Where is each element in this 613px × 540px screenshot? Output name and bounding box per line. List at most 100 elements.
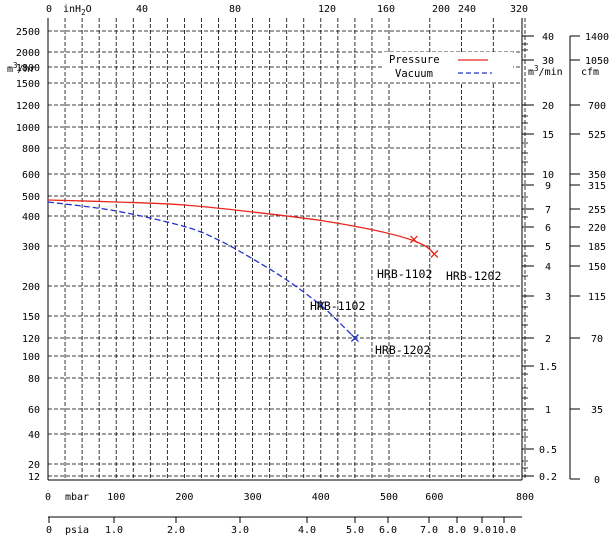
psia-axis-unit: psia bbox=[65, 525, 89, 536]
annotation-vacuum-hrb-1202: HRB-1202 bbox=[375, 343, 430, 357]
right-inner-tick-label: 5 bbox=[545, 242, 551, 253]
right-outer-tick-label: 115 bbox=[588, 292, 606, 303]
right-outer-tick-label: 150 bbox=[588, 262, 606, 273]
left-tick-label: 60 bbox=[28, 405, 40, 416]
legend-label-vacuum: Vacuum bbox=[395, 68, 433, 80]
right-outer-tick-label: 255 bbox=[588, 205, 606, 216]
right-inner-tick-label: 20 bbox=[542, 101, 554, 112]
psia-tick-label: 5.0 bbox=[346, 525, 364, 536]
left-tick-label: 80 bbox=[28, 374, 40, 385]
psia-tick-label: 4.0 bbox=[298, 525, 316, 536]
left-tick-label: 1000 bbox=[16, 123, 40, 134]
right-inner-tick-label: 0.2 bbox=[539, 472, 557, 483]
legend-label-pressure: Pressure bbox=[389, 54, 440, 66]
right-inner-tick-label: 3 bbox=[545, 292, 551, 303]
right-outer-axis-unit: cfm bbox=[581, 67, 599, 78]
annotation-pressure-hrb-1102: HRB-1102 bbox=[377, 267, 432, 281]
series-line-pressure bbox=[47, 199, 435, 255]
grid bbox=[47, 18, 526, 480]
left-axis-unit: m3/hr bbox=[7, 61, 36, 75]
psia-tick-label: 2.0 bbox=[167, 525, 185, 536]
marker-vacuum-hrb-1202 bbox=[350, 334, 359, 342]
psia-tick-label: 10.0 bbox=[492, 525, 516, 536]
left-tick-label: 500 bbox=[22, 192, 40, 203]
bottom-tick-label: 300 bbox=[244, 492, 262, 503]
bottom-tick-label: 500 bbox=[380, 492, 398, 503]
top-tick-label: 240 bbox=[458, 4, 476, 15]
right-outer-tick-label: 0 bbox=[594, 475, 600, 486]
top-tick-label: 160 bbox=[377, 4, 395, 15]
right-outer-tick-label: 525 bbox=[588, 130, 606, 141]
psia-tick-label: 3.0 bbox=[231, 525, 249, 536]
left-tick-label: 300 bbox=[22, 242, 40, 253]
psia-tick-label: 1.0 bbox=[105, 525, 123, 536]
right-inner-tick-label: 4 bbox=[545, 262, 551, 273]
left-tick-label: 12 bbox=[28, 472, 40, 483]
right-outer-tick-label: 315 bbox=[588, 181, 606, 192]
top-tick-label: 200 bbox=[432, 4, 450, 15]
marker-pressure-hrb-1102 bbox=[409, 235, 418, 244]
left-tick-label: 1200 bbox=[16, 101, 40, 112]
right-inner-axis-unit: m3/min bbox=[528, 64, 563, 78]
top-axis-unit: inH2O bbox=[63, 4, 92, 17]
right-outer-tick-label: 185 bbox=[588, 242, 606, 253]
annotation-vacuum-hrb-1102: HRB-1102 bbox=[310, 299, 365, 313]
bottom-tick-label: 100 bbox=[107, 492, 125, 503]
right-outer-tick-label: 350 bbox=[588, 170, 606, 181]
right-inner-tick-label: 30 bbox=[542, 56, 554, 67]
right-inner-tick-label: 1 bbox=[545, 405, 551, 416]
right-inner-tick-label: 6 bbox=[545, 223, 551, 234]
bottom-tick-label: 200 bbox=[175, 492, 193, 503]
right-inner-tick-label: 7 bbox=[545, 205, 551, 216]
left-tick-label: 600 bbox=[22, 170, 40, 181]
right-inner-tick-label: 40 bbox=[542, 32, 554, 43]
top-tick-label: 0 bbox=[46, 4, 52, 15]
left-tick-label: 2500 bbox=[16, 27, 40, 38]
psia-tick-label: 6.0 bbox=[379, 525, 397, 536]
legend: Pressure Vacuum bbox=[383, 52, 513, 82]
left-tick-label: 800 bbox=[22, 144, 40, 155]
left-tick-label: 1500 bbox=[16, 79, 40, 90]
psia-tick-label: 8.0 bbox=[448, 525, 466, 536]
marker-pressure-hrb-1202 bbox=[430, 250, 439, 258]
left-tick-label: 120 bbox=[22, 334, 40, 345]
psia-tick-label: 0 bbox=[46, 525, 52, 536]
psia-tick-label: 7.0 bbox=[420, 525, 438, 536]
left-tick-label: 400 bbox=[22, 212, 40, 223]
bottom-tick-label: 0 bbox=[45, 492, 51, 503]
left-tick-label: 100 bbox=[22, 352, 40, 363]
annotation-pressure-hrb-1202: HRB-1202 bbox=[446, 269, 501, 283]
right-inner-tick-label: 2 bbox=[545, 334, 551, 345]
top-tick-label: 80 bbox=[229, 4, 241, 15]
bottom-axis-unit: mbar bbox=[65, 492, 89, 503]
psia-tick-label: 9.0 bbox=[473, 525, 491, 536]
right-outer-tick-label: 1400 bbox=[585, 32, 609, 43]
right-outer-tick-label: 35 bbox=[591, 405, 603, 416]
series-layer bbox=[47, 199, 439, 342]
left-tick-label: 40 bbox=[28, 430, 40, 441]
bottom-tick-label: 400 bbox=[312, 492, 330, 503]
top-tick-label: 120 bbox=[318, 4, 336, 15]
bottom-tick-label: 800 bbox=[516, 492, 534, 503]
left-tick-label: 1800 bbox=[16, 63, 40, 74]
legend-box bbox=[383, 52, 513, 82]
right-outer-tick-label: 70 bbox=[591, 334, 603, 345]
left-tick-label: 2000 bbox=[16, 48, 40, 59]
bottom-tick-label: 600 bbox=[425, 492, 443, 503]
left-tick-label: 200 bbox=[22, 282, 40, 293]
right-inner-tick-label: 15 bbox=[542, 130, 554, 141]
series-line-vacuum bbox=[47, 201, 356, 339]
right-outer-tick-label: 700 bbox=[588, 101, 606, 112]
right-inner-tick-label: 9 bbox=[545, 181, 551, 192]
right-outer-tick-label: 220 bbox=[588, 223, 606, 234]
top-tick-label: 320 bbox=[510, 4, 528, 15]
right-outer-tick-label: 1050 bbox=[585, 56, 609, 67]
marker-vacuum-hrb-1102 bbox=[316, 301, 325, 310]
right-inner-tick-label: 1.5 bbox=[539, 362, 557, 373]
right-inner-tick-label: 0.5 bbox=[539, 445, 557, 456]
left-tick-label: 20 bbox=[28, 460, 40, 471]
left-tick-label: 150 bbox=[22, 312, 40, 323]
axes: 2500200018001500120010008006005004003002… bbox=[16, 4, 609, 536]
right-inner-tick-label: 10 bbox=[542, 170, 554, 181]
